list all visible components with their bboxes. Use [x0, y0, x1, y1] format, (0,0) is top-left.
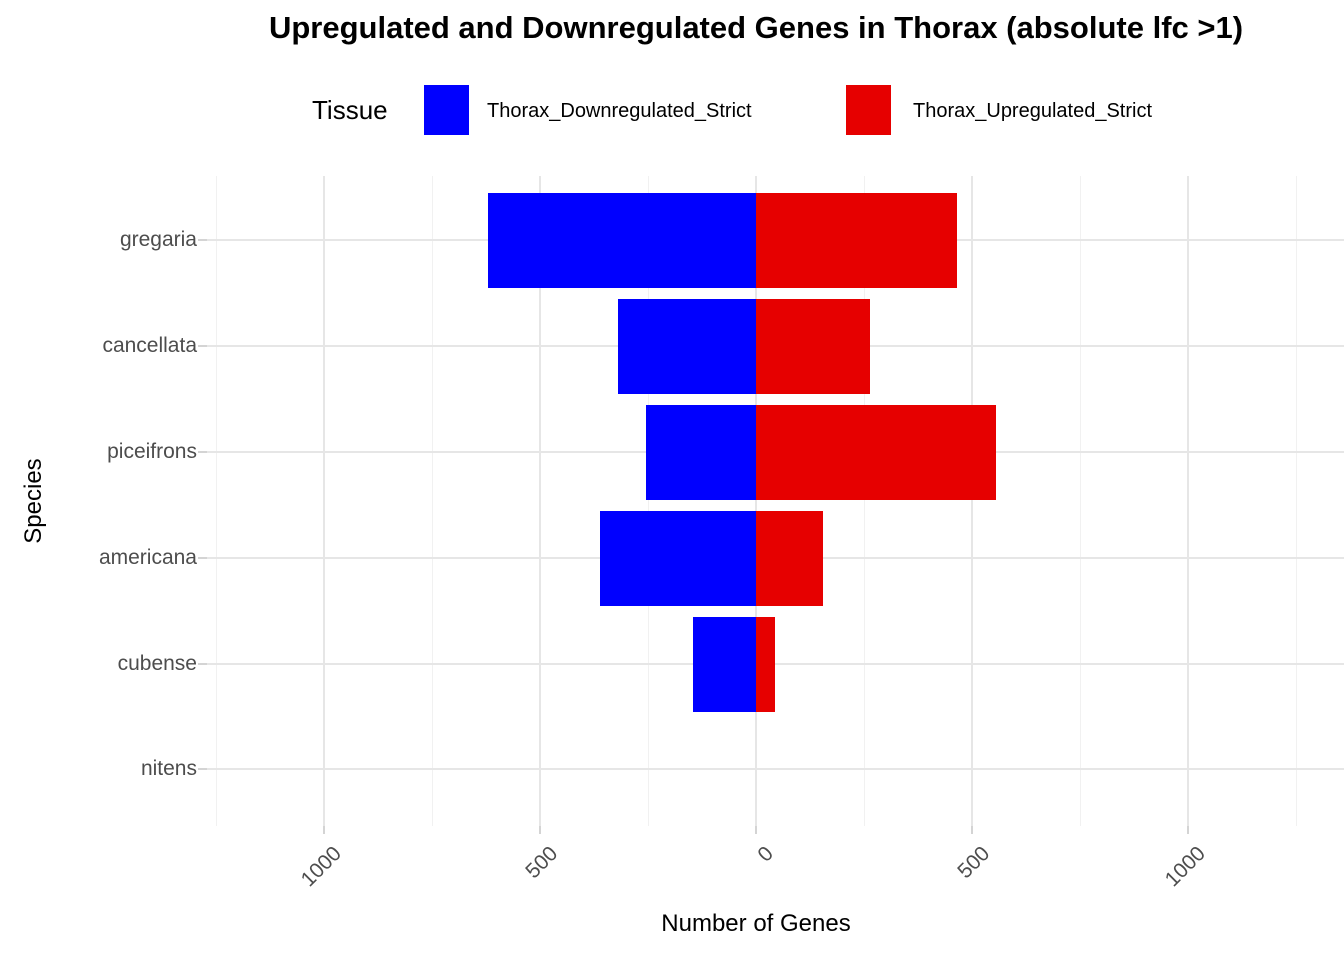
plot-panel	[207, 176, 1344, 826]
y-axis-label-piceifrons: piceifrons	[107, 440, 197, 463]
y-axis-label-nitens: nitens	[140, 757, 197, 780]
legend-swatch-downregulated	[424, 85, 469, 135]
legend-label-upregulated: Thorax_Upregulated_Strict	[913, 100, 1153, 122]
chart-title: Upregulated and Downregulated Genes in T…	[268, 10, 1244, 45]
bar-downregulated-cubense	[693, 616, 756, 712]
bar-upregulated-gregaria	[756, 192, 957, 288]
gridline-minor	[1079, 176, 1081, 826]
y-axis-label-cancellata: cancellata	[102, 334, 197, 357]
x-tick--500	[539, 826, 541, 834]
bar-upregulated-cancellata	[756, 298, 871, 394]
gridline-minor	[863, 176, 865, 826]
gridline-major	[755, 176, 757, 826]
gridline-minor	[1295, 176, 1297, 826]
bar-downregulated-piceifrons	[645, 404, 756, 500]
gridline-minor	[215, 176, 217, 826]
x-tick-1000	[1187, 826, 1189, 834]
y-tick-americana	[198, 557, 207, 559]
gridline-row	[207, 768, 1344, 770]
gridline-major	[1187, 176, 1189, 826]
x-tick-0	[755, 826, 757, 834]
x-tick--1000	[323, 826, 325, 834]
legend-title: Tissue	[312, 95, 388, 125]
y-tick-cubense	[198, 663, 207, 665]
legend-label-downregulated: Thorax_Downregulated_Strict	[487, 100, 752, 122]
x-axis-tick-label-0: 0	[753, 842, 779, 867]
bar-upregulated-piceifrons	[756, 404, 996, 500]
y-axis-title: Species	[20, 458, 47, 544]
x-axis-tick-label--1000: 1000	[296, 842, 347, 892]
y-tick-gregaria	[198, 239, 207, 241]
bar-upregulated-americana	[756, 510, 823, 606]
gridline-major	[539, 176, 541, 826]
gridline-major	[971, 176, 973, 826]
y-tick-piceifrons	[198, 451, 207, 453]
y-axis-label-americana: americana	[98, 546, 197, 569]
x-axis-tick-label-500: 500	[953, 842, 995, 884]
x-axis-tick-label--500: 500	[521, 842, 563, 884]
y-tick-nitens	[198, 768, 207, 770]
gridline-minor	[647, 176, 649, 826]
gridline-major	[323, 176, 325, 826]
legend-swatch-upregulated	[846, 85, 891, 135]
bar-downregulated-cancellata	[617, 298, 756, 394]
y-axis-label-cubense: cubense	[117, 652, 197, 675]
y-axis-label-gregaria: gregaria	[119, 228, 197, 251]
x-tick-500	[971, 826, 973, 834]
gridline-minor	[431, 176, 433, 826]
bar-downregulated-gregaria	[488, 192, 756, 288]
bar-upregulated-cubense	[756, 616, 776, 712]
x-axis-title: Number of Genes	[661, 910, 851, 937]
gridline-row	[207, 663, 1344, 665]
bar-downregulated-americana	[600, 510, 756, 606]
x-axis-tick-label-1000: 1000	[1160, 842, 1211, 892]
y-tick-cancellata	[198, 345, 207, 347]
